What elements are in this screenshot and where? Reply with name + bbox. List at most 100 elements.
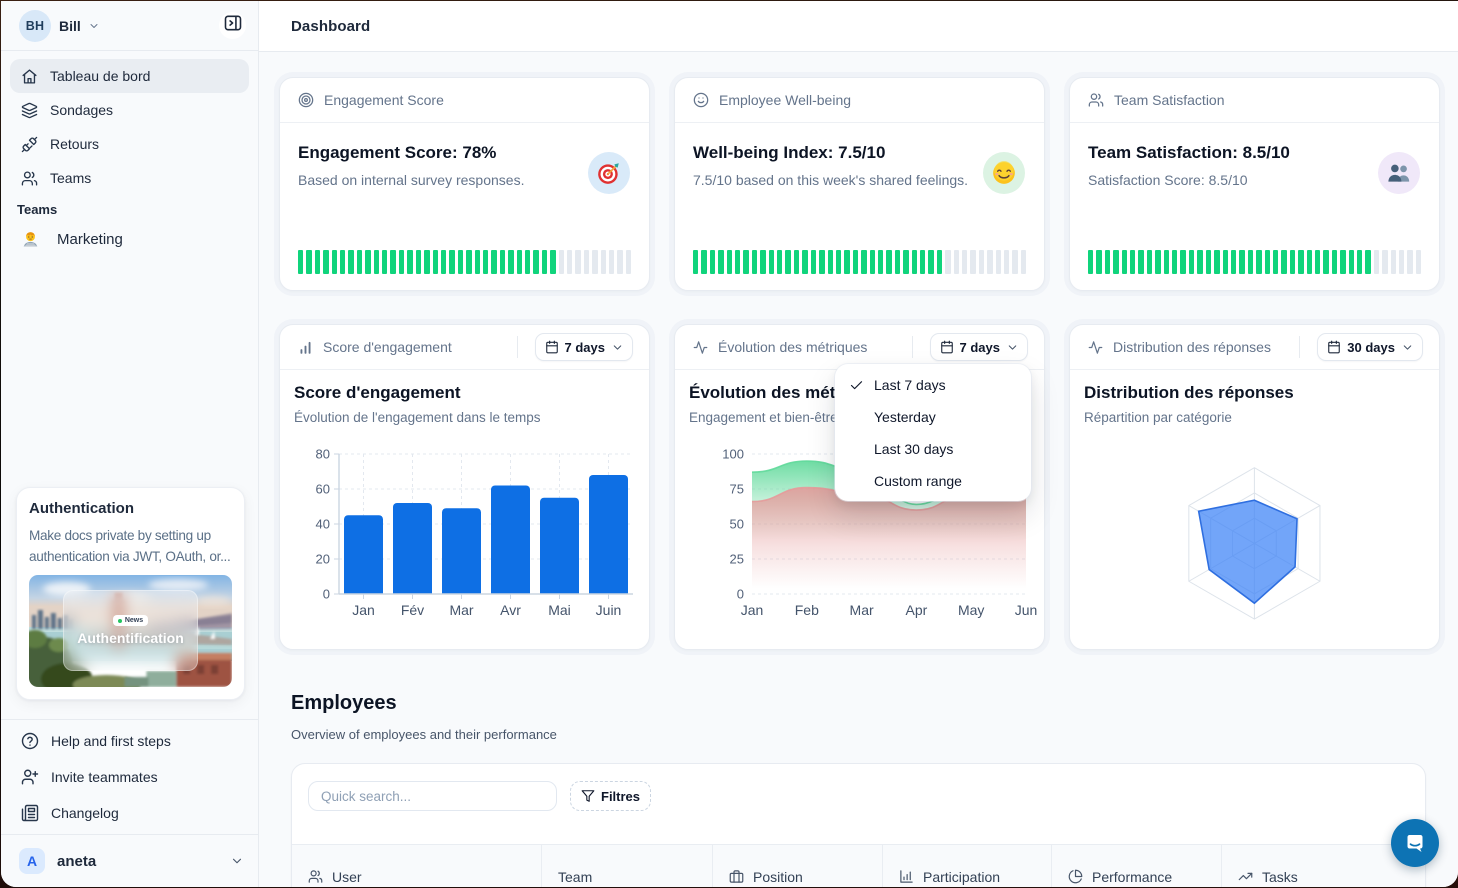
employees-table-header: User Team Position Participation Performance… — [292, 844, 1425, 887]
svg-text:Jan: Jan — [741, 602, 764, 618]
users-icon — [1088, 92, 1104, 108]
bar-chart-icon — [298, 340, 313, 355]
promo-card-authentication[interactable]: Authentication Make docs private by sett… — [16, 487, 245, 700]
sidebar-item-label: Tableau de bord — [50, 68, 151, 84]
promo-image: News Authentification — [29, 575, 232, 687]
svg-text:Apr: Apr — [906, 602, 928, 618]
chart-card-header-label: Évolution des métriques — [718, 339, 868, 355]
chart-title: Distribution des réponses — [1084, 383, 1294, 402]
chart-subtitle: Engagement et bien-être — [689, 410, 838, 425]
home-icon — [21, 68, 38, 85]
column-header-label: Participation — [923, 868, 1001, 885]
stat-card-engagement-score: Engagement Score Engagement Score: 78% Bas… — [279, 77, 650, 291]
unplug-icon — [21, 136, 38, 153]
svg-text:Mar: Mar — [449, 602, 473, 618]
date-range-button[interactable]: 7 days — [929, 333, 1028, 361]
sidebar-item-label: Invite teammates — [51, 769, 158, 785]
sidebar: BH Bill Tableau de bord Sondages Retours Te… — [1, 1, 259, 887]
date-range-button[interactable]: 7 days — [534, 333, 633, 361]
svg-text:May: May — [958, 602, 984, 618]
stat-card-team-satisfaction: Team Satisfaction Team Satisfaction: 8.5/… — [1069, 77, 1440, 291]
page-title: Dashboard — [291, 17, 371, 35]
sidebar-item-tableau-de-bord[interactable]: Tableau de bord — [10, 59, 249, 93]
sidebar-team-marketing[interactable]: Marketing — [10, 221, 249, 257]
column-header-participation[interactable]: Participation — [883, 845, 1052, 887]
promo-caption: Authentification — [77, 630, 184, 646]
svg-text:60: 60 — [316, 482, 330, 497]
chevron-down-icon — [611, 341, 624, 354]
sidebar-collapse-button[interactable] — [219, 12, 246, 39]
header-separator — [516, 336, 518, 358]
stat-description: Satisfaction Score: 8.5/10 — [1088, 172, 1248, 188]
column-header-team[interactable]: Team — [542, 845, 713, 887]
svg-text:0: 0 — [323, 587, 330, 602]
column-header-position[interactable]: Position — [713, 845, 883, 887]
account-switcher[interactable]: A aneta — [1, 834, 258, 887]
column-header-user[interactable]: User — [292, 845, 542, 887]
date-range-label: 30 days — [1347, 339, 1395, 355]
menu-item-label: Custom range — [874, 473, 962, 489]
briefcase-icon — [729, 869, 744, 884]
date-range-label: 7 days — [959, 339, 1000, 355]
svg-text:25: 25 — [730, 552, 744, 567]
column-header-tasks[interactable]: Tasks — [1222, 845, 1425, 887]
stat-card-header-label: Employee Well-being — [719, 92, 852, 108]
chart-column-icon — [899, 869, 914, 884]
sidebar-item-help-and-first-steps[interactable]: Help and first steps — [10, 723, 249, 759]
workspace-switcher[interactable]: BH Bill — [1, 1, 258, 51]
menu-item-last-7-days[interactable]: Last 7 days — [841, 369, 1025, 401]
sidebar-item-retours[interactable]: Retours — [10, 127, 249, 161]
svg-text:100: 100 — [722, 447, 744, 462]
sidebar-item-label: Help and first steps — [51, 733, 171, 749]
sidebar-item-invite-teammates[interactable]: Invite teammates — [10, 759, 249, 795]
menu-item-yesterday[interactable]: Yesterday — [841, 401, 1025, 433]
sidebar-item-changelog[interactable]: Changelog — [10, 795, 249, 831]
stat-card-header-label: Engagement Score — [324, 92, 444, 108]
sidebar-teams-list: Marketing — [1, 219, 258, 257]
promo-body: Make docs private by setting up authenti… — [29, 528, 231, 564]
stat-card-body: Engagement Score: 78% Based on internal s… — [280, 123, 649, 194]
news-dot-icon — [117, 618, 122, 623]
stat-value: Well-being Index: 7.5/10 — [693, 143, 886, 162]
range-dropdown-menu: Last 7 days Yesterday Last 30 days Custom r… — [835, 364, 1031, 501]
svg-text:Mar: Mar — [850, 602, 874, 618]
menu-item-last-30-days[interactable]: Last 30 days — [841, 433, 1025, 465]
stat-card-header: Engagement Score — [280, 78, 649, 123]
sidebar-nav: Tableau de bord Sondages Retours Teams — [1, 51, 258, 195]
menu-item-custom-range[interactable]: Custom range — [841, 465, 1025, 497]
dart-emoji-icon — [588, 152, 630, 194]
sidebar-item-teams[interactable]: Teams — [10, 161, 249, 195]
news-badge-label: News — [124, 617, 144, 624]
svg-text:75: 75 — [730, 482, 744, 497]
sidebar-item-sondages[interactable]: Sondages — [10, 93, 249, 127]
calendar-icon — [545, 340, 559, 354]
stat-cards-row: Engagement Score Engagement Score: 78% Bas… — [279, 77, 1440, 291]
stat-card-employee-well-being: Employee Well-being Well-being Index: 7.5… — [674, 77, 1045, 291]
svg-text:40: 40 — [316, 517, 330, 532]
technologist-emoji-icon — [21, 230, 40, 249]
workspace-name: Bill — [59, 17, 81, 34]
menu-item-label: Yesterday — [874, 409, 936, 425]
stat-card-body: Team Satisfaction: 8.5/10 Satisfaction Sc… — [1070, 123, 1439, 194]
chat-launcher-button[interactable] — [1391, 819, 1439, 867]
column-header-performance[interactable]: Performance — [1052, 845, 1222, 887]
news-badge: News — [112, 615, 149, 626]
smile-icon — [693, 92, 709, 108]
account-avatar: A — [19, 848, 45, 874]
calendar-icon — [1327, 340, 1341, 354]
employees-toolbar: Filtres — [292, 764, 1425, 811]
chart-card-score-d-engagement: Score d'engagement 7 days Score d'engageme… — [279, 324, 650, 650]
sidebar-item-label: Teams — [50, 170, 92, 186]
filters-button[interactable]: Filtres — [570, 781, 652, 811]
chevron-down-icon — [1401, 341, 1414, 354]
chart-card-distribution-des-r-ponses: Distribution des réponses 30 days Distribu… — [1069, 324, 1440, 650]
svg-text:Fév: Fév — [401, 602, 424, 618]
search-input[interactable] — [308, 781, 557, 811]
svg-text:Jan: Jan — [352, 602, 375, 618]
date-range-button[interactable]: 30 days — [1317, 333, 1423, 361]
newspaper-icon — [21, 804, 39, 822]
menu-item-label: Last 7 days — [874, 377, 946, 393]
sidebar-section-teams-label: Teams — [17, 202, 58, 217]
users-icon — [21, 170, 38, 187]
